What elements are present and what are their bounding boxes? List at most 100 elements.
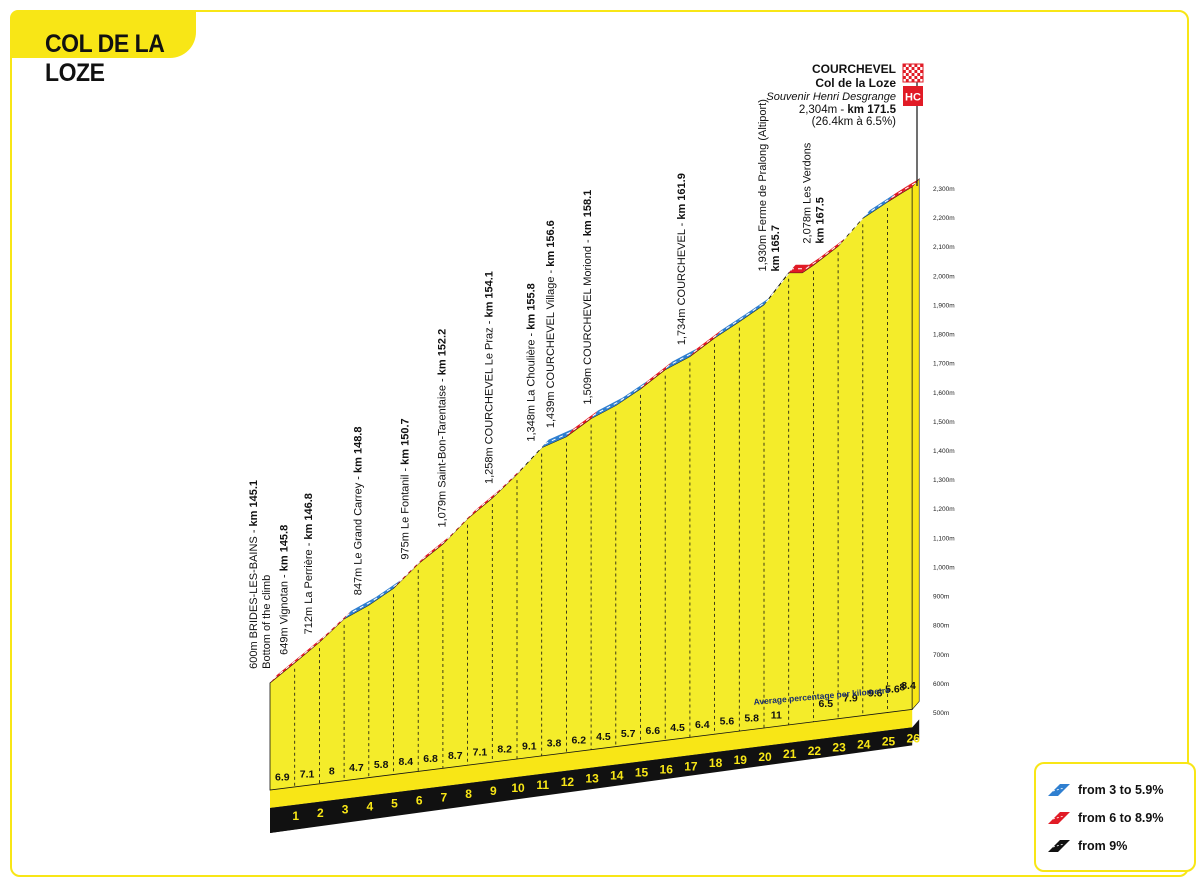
landmark-label: 1,348m La Choulière - km 155.8 xyxy=(525,283,537,441)
gradient-label: 8.7 xyxy=(448,750,463,762)
legend-swatch xyxy=(1048,784,1070,796)
landmark-name: 712m La Perrière - xyxy=(303,540,315,635)
km-label: 2 xyxy=(317,806,324,820)
flag-check xyxy=(914,76,918,79)
landmark-km: km 145.8 xyxy=(278,525,290,571)
landmark-name: 1,734m COURCHEVEL - xyxy=(676,220,688,346)
flag-check xyxy=(908,70,912,73)
km-label: 20 xyxy=(758,750,772,764)
road-segment xyxy=(813,238,846,266)
flag-check xyxy=(905,73,909,76)
km-label: 14 xyxy=(610,769,624,783)
title-tab: COL DE LA LOZE xyxy=(10,10,196,87)
legend-swatch-line xyxy=(1052,843,1065,848)
km-label: 24 xyxy=(857,738,871,752)
landmark-label: 1,258m COURCHEVEL Le Praz - km 154.1 xyxy=(483,271,495,484)
flag-check xyxy=(920,64,924,67)
landmark-label: km 165.7 xyxy=(770,225,782,271)
landmark-km: km 161.9 xyxy=(676,173,688,219)
landmark-km: km 150.7 xyxy=(399,418,411,464)
y-tick-label: 1,800m xyxy=(933,332,955,339)
gradient-label: 5.6 xyxy=(720,716,735,728)
flag-check xyxy=(917,67,921,70)
y-tick-label: 1,300m xyxy=(933,477,955,484)
flag-check xyxy=(917,73,921,76)
gradient-label: 6.4 xyxy=(695,719,710,731)
gradient-label: 4.5 xyxy=(596,731,611,743)
profile-side-face xyxy=(911,178,920,711)
legend: from 3 to 5.9% from 6 to 8.9% from 9% xyxy=(1034,762,1196,872)
base-bottom xyxy=(270,727,913,833)
landmark-label: 847m Le Grand Carrey - km 148.8 xyxy=(352,427,364,596)
legend-label: from 3 to 5.9% xyxy=(1078,783,1163,797)
road-segment xyxy=(689,329,722,357)
summit-km-text: km 171.5 xyxy=(847,104,896,116)
gradient-label: 8 xyxy=(899,682,905,694)
landmark-km: km 152.2 xyxy=(436,329,448,375)
landmark-label: 600m BRIDES-LES-BAINS - km 145.1 xyxy=(248,480,260,669)
y-tick-label: 1,000m xyxy=(933,564,955,571)
poster-frame xyxy=(10,10,1189,877)
hc-label: HC xyxy=(905,92,921,104)
gradient-label: 5.7 xyxy=(621,728,636,740)
gradient-label: 7.1 xyxy=(473,747,488,759)
landmark-name: 847m Le Grand Carrey - xyxy=(352,473,364,595)
km-label: 8 xyxy=(465,787,472,801)
landmark-km: km 148.8 xyxy=(352,427,364,473)
gradient-label: 6.5 xyxy=(818,698,833,710)
gradient-label: 6.9 xyxy=(275,771,290,783)
landmark-name: 1,930m Ferme de Pralong (Altiport) xyxy=(757,99,769,271)
flag-check xyxy=(917,79,921,82)
landmark-name: 1,258m COURCHEVEL Le Praz - xyxy=(483,318,495,484)
gradient-label: 3.8 xyxy=(547,737,562,749)
legend-label: from 6 to 8.9% xyxy=(1078,811,1163,825)
y-tick-label: 1,900m xyxy=(933,302,955,309)
legend-swatch-line xyxy=(1052,787,1065,792)
landmark-name: 600m BRIDES-LES-BAINS - xyxy=(248,526,260,668)
road-segment xyxy=(902,178,920,193)
landmark-name: 1,348m La Choulière - xyxy=(525,330,537,442)
y-tick-label: 2,100m xyxy=(933,244,955,251)
summit-altitude: 2,304m - km 171.5 xyxy=(799,104,897,116)
gradient-label: 9.1 xyxy=(522,740,537,752)
legend-item: from 6 to 8.9% xyxy=(1048,811,1163,825)
y-tick-label: 2,000m xyxy=(933,273,955,280)
landmark-label: Bottom of the climb xyxy=(261,575,273,669)
road-segment xyxy=(615,380,648,406)
road-segment xyxy=(368,580,401,606)
legend-swatch-line xyxy=(1052,815,1065,820)
landmark-km: km 154.1 xyxy=(483,271,495,317)
landmark-label: 1,734m COURCHEVEL - km 161.9 xyxy=(676,173,688,345)
km-label: 1 xyxy=(292,809,299,823)
gradient-label: 4.5 xyxy=(670,722,685,734)
y-tick-label: 1,100m xyxy=(933,535,955,542)
flag-check xyxy=(903,64,906,67)
landmark-name: 1,079m Saint-Bon-Tarentaise - xyxy=(436,375,448,527)
summit-alt-text: 2,304m - xyxy=(799,104,848,116)
y-tick-label: 2,300m xyxy=(933,186,955,193)
road-segment xyxy=(714,313,747,338)
gradient-label: 4.7 xyxy=(349,762,364,774)
y-tick-label: 800m xyxy=(933,623,949,630)
landmark-km: km 165.7 xyxy=(770,225,782,271)
landmark-label: 2,078m Les Verdons xyxy=(801,142,813,243)
landmark-label: 1,439m COURCHEVEL Village - km 156.6 xyxy=(545,220,557,428)
km-label: 19 xyxy=(734,753,748,767)
y-tick-label: 1,700m xyxy=(933,361,955,368)
flag-check xyxy=(911,73,915,76)
y-tick-label: 1,200m xyxy=(933,506,955,513)
y-tick-label: 600m xyxy=(933,681,949,688)
km-label: 15 xyxy=(635,766,649,780)
road-centre-line xyxy=(273,182,916,680)
km-label: 7 xyxy=(441,790,448,804)
km-label: 12 xyxy=(561,775,575,789)
landmark-label: 712m La Perrière - km 146.8 xyxy=(303,493,315,634)
summit-stats: (26.4km à 6.5%) xyxy=(812,116,897,128)
km-label: 3 xyxy=(342,803,349,817)
landmark-label: km 167.5 xyxy=(814,197,826,243)
landmark-label: 975m Le Fontanil - km 150.7 xyxy=(399,418,411,559)
flag-check xyxy=(908,76,912,79)
landmark-km: km 156.6 xyxy=(545,220,557,266)
gradient-label: 5.8 xyxy=(374,759,389,771)
